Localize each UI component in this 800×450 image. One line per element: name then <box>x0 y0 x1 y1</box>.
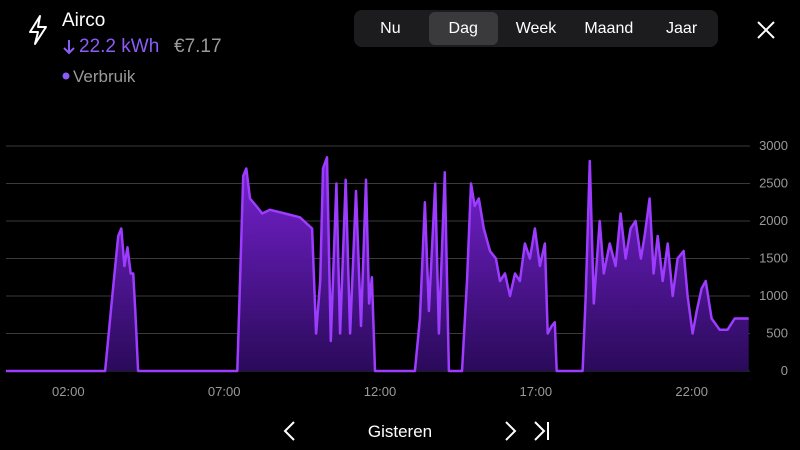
tab[interactable]: Nu <box>380 20 401 37</box>
title: Airco <box>62 10 106 31</box>
tab[interactable]: Week <box>515 20 557 37</box>
area <box>6 157 749 371</box>
x-tick-label: 12:00 <box>364 384 397 399</box>
x-tick-label: 07:00 <box>208 384 241 399</box>
y-tick-label: 0 <box>781 363 788 378</box>
next-button[interactable] <box>502 420 518 442</box>
close-button[interactable] <box>756 20 776 40</box>
x-tick-label: 02:00 <box>52 384 85 399</box>
y-tick-label: 1000 <box>759 288 788 303</box>
y-tick-label: 3000 <box>759 138 788 153</box>
legend-dot <box>62 72 70 80</box>
prev-button[interactable] <box>282 420 298 442</box>
cost: €7.17 <box>174 36 222 57</box>
energy: 22.2 kWh <box>79 36 160 57</box>
last-button[interactable] <box>532 420 552 442</box>
legend-label: Verbruik <box>73 67 136 86</box>
down-arrow <box>63 40 75 55</box>
line <box>6 156 749 373</box>
y-tick-label: 2000 <box>759 213 788 228</box>
y-tick-label: 1500 <box>759 251 788 266</box>
chart: 0 500 1000 1500 2000 2500 3000 02:00 07:00 12:00 1… <box>6 138 788 399</box>
tab[interactable]: Jaar <box>666 20 698 37</box>
tab[interactable]: Maand <box>584 20 634 37</box>
x-tick-label: 17:00 <box>520 384 553 399</box>
tab[interactable]: Dag <box>428 12 498 45</box>
tab-bar: Nu Dag Week Maand Jaar <box>354 10 718 47</box>
period-label: Gisteren <box>367 422 433 441</box>
y-tick-label: 2500 <box>759 176 788 191</box>
y-tick-label: 500 <box>766 326 788 341</box>
bolt-icon <box>29 15 47 45</box>
x-tick-label: 22:00 <box>675 384 708 399</box>
